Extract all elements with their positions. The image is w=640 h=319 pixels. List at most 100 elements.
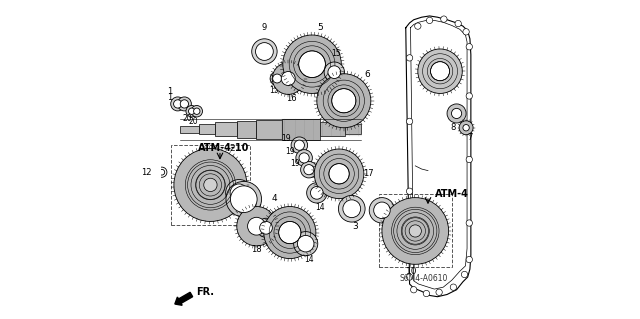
Text: 14: 14 (315, 203, 325, 212)
Circle shape (466, 156, 472, 163)
Circle shape (466, 256, 472, 263)
Circle shape (369, 197, 395, 223)
Circle shape (177, 97, 191, 111)
Text: 15: 15 (331, 48, 340, 58)
Circle shape (189, 108, 195, 115)
Text: ATM-4-10: ATM-4-10 (198, 143, 249, 153)
Text: 13: 13 (380, 222, 390, 231)
Bar (180, 125, 199, 133)
Circle shape (294, 232, 318, 256)
Circle shape (204, 178, 217, 192)
Text: 19: 19 (291, 159, 300, 168)
Circle shape (451, 108, 461, 119)
Text: 16: 16 (286, 94, 297, 103)
Circle shape (191, 106, 202, 117)
Circle shape (426, 17, 433, 24)
Text: 17: 17 (363, 169, 374, 178)
Bar (282, 119, 320, 140)
Circle shape (418, 49, 462, 93)
Circle shape (174, 148, 247, 221)
Circle shape (159, 169, 164, 175)
Text: 6: 6 (365, 70, 371, 79)
Text: 9: 9 (262, 23, 267, 32)
Circle shape (252, 39, 277, 64)
Circle shape (447, 104, 466, 123)
Circle shape (255, 43, 273, 60)
Bar (379, 195, 452, 268)
Circle shape (304, 165, 314, 175)
Circle shape (436, 289, 442, 295)
Circle shape (171, 97, 185, 111)
Circle shape (193, 108, 200, 115)
Circle shape (283, 35, 341, 93)
Bar (215, 122, 237, 136)
Text: 10: 10 (406, 267, 418, 277)
Circle shape (463, 29, 469, 35)
Circle shape (328, 66, 340, 78)
Circle shape (180, 100, 189, 108)
Circle shape (374, 202, 390, 219)
Circle shape (410, 286, 417, 293)
Circle shape (406, 55, 413, 61)
Text: 2: 2 (230, 144, 235, 153)
Bar (320, 122, 346, 136)
Circle shape (324, 62, 344, 82)
Circle shape (226, 180, 252, 206)
Text: 14: 14 (236, 218, 245, 227)
Text: ATM-4: ATM-4 (435, 189, 469, 199)
Circle shape (298, 235, 314, 252)
Circle shape (415, 23, 421, 29)
Circle shape (406, 118, 413, 124)
Circle shape (466, 93, 472, 99)
Circle shape (278, 221, 301, 244)
Circle shape (237, 206, 276, 246)
Text: 5: 5 (317, 23, 323, 32)
Circle shape (230, 184, 248, 202)
FancyArrow shape (175, 292, 193, 305)
Text: 15: 15 (269, 86, 279, 95)
Text: 11: 11 (234, 205, 244, 215)
Text: 1: 1 (168, 87, 173, 96)
Text: S6M4-A0610: S6M4-A0610 (399, 274, 447, 283)
Bar (199, 124, 215, 134)
Text: 8: 8 (451, 123, 456, 132)
Bar (171, 145, 250, 225)
Text: 14: 14 (304, 255, 314, 264)
Circle shape (450, 284, 456, 290)
Circle shape (459, 121, 473, 135)
Circle shape (382, 197, 449, 264)
Circle shape (466, 220, 472, 226)
Circle shape (230, 186, 257, 212)
Circle shape (307, 183, 327, 203)
Circle shape (406, 188, 413, 195)
Bar (346, 124, 362, 134)
Text: 12: 12 (141, 168, 152, 177)
Circle shape (466, 44, 472, 50)
Circle shape (455, 20, 461, 27)
Circle shape (441, 16, 447, 22)
Bar (237, 121, 257, 137)
Circle shape (406, 274, 413, 280)
Text: FR.: FR. (196, 287, 214, 297)
Text: 20: 20 (188, 117, 198, 126)
Circle shape (463, 124, 469, 131)
Text: 20: 20 (182, 115, 192, 123)
Circle shape (291, 137, 308, 153)
Bar (257, 120, 282, 139)
Text: 19: 19 (281, 134, 291, 143)
Circle shape (257, 218, 276, 237)
Circle shape (226, 182, 262, 217)
Text: 3: 3 (352, 222, 358, 231)
Circle shape (329, 164, 349, 184)
Circle shape (339, 196, 365, 222)
Text: 4: 4 (271, 194, 276, 204)
Circle shape (173, 100, 182, 108)
Circle shape (314, 149, 364, 198)
Circle shape (273, 74, 282, 83)
Circle shape (317, 74, 371, 128)
Circle shape (310, 187, 323, 199)
Circle shape (423, 290, 429, 297)
Circle shape (299, 153, 309, 163)
Text: 19: 19 (285, 147, 295, 156)
Circle shape (248, 217, 266, 235)
